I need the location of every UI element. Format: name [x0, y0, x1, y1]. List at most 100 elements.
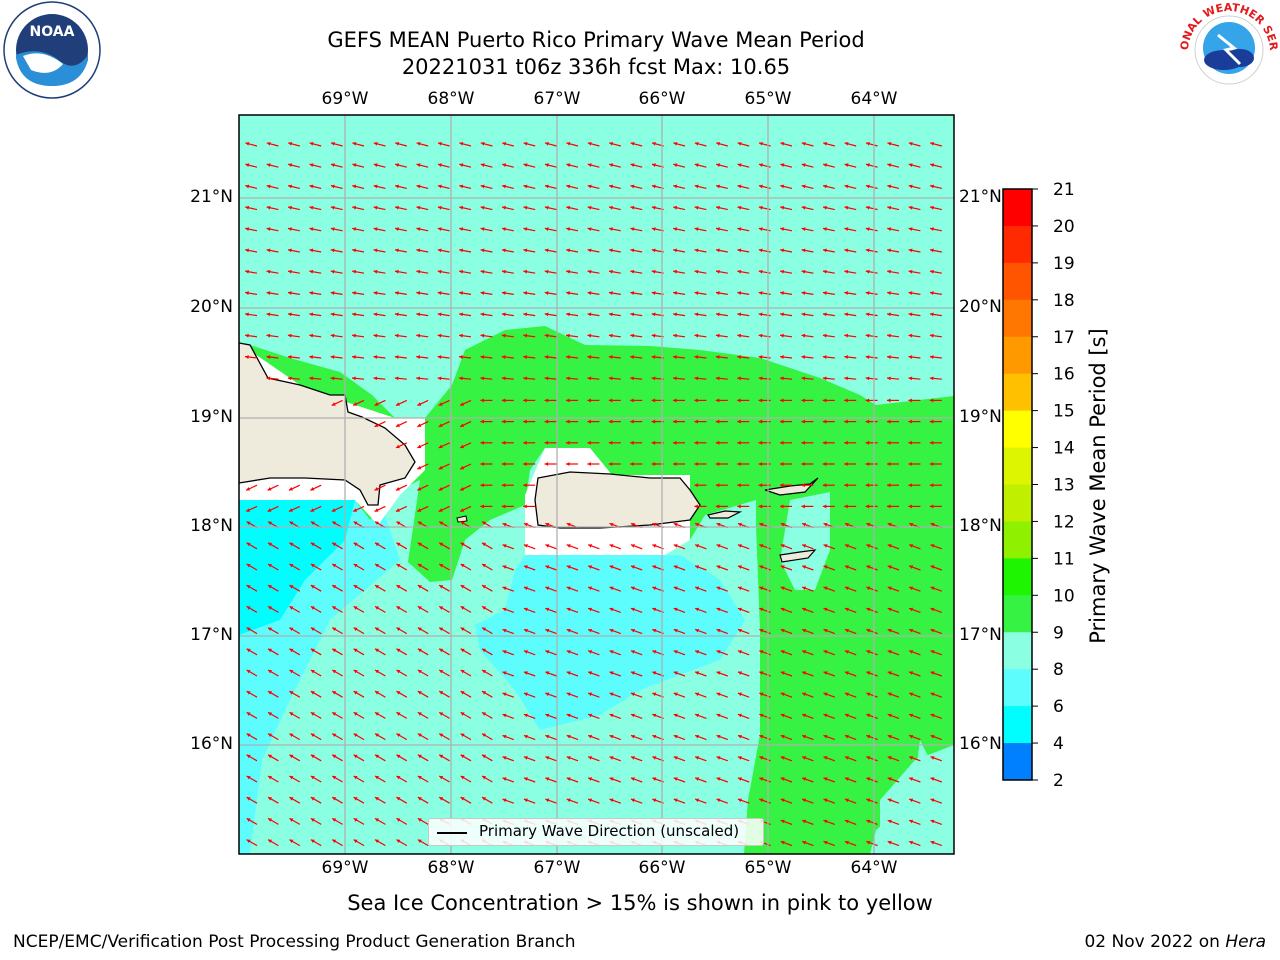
wave-arrow-head: [630, 376, 634, 381]
wave-arrow-head: [544, 440, 549, 445]
wave-arrow-head: [737, 798, 742, 803]
wave-arrow-head: [439, 754, 444, 759]
wave-arrow-head: [545, 522, 550, 527]
wave-arrow-head: [780, 819, 785, 824]
wave-direction-arrows: [245, 141, 943, 847]
wave-arrow-head: [268, 564, 273, 568]
wave-arrow-head: [417, 797, 422, 801]
wave-arrow-head: [330, 333, 335, 338]
wave-arrow-head: [246, 585, 251, 589]
wave-arrow-head: [566, 333, 570, 338]
wave-arrow-head: [630, 713, 635, 718]
wave-arrow-head: [908, 227, 913, 231]
land-puerto-rico: [534, 471, 701, 529]
wave-arrow-head: [909, 713, 914, 718]
wave-arrow-head: [501, 312, 506, 317]
lon-label-bottom: 68°W: [427, 858, 475, 878]
wave-arrow-head: [608, 291, 613, 295]
wave-arrow-head: [887, 650, 892, 654]
legend-line-swatch: [437, 832, 467, 834]
wave-arrow-head: [587, 398, 591, 403]
wave-arrow-head: [865, 333, 870, 338]
wave-arrow-head: [630, 777, 635, 781]
wave-arrow-head: [502, 586, 507, 591]
wave-arrow-head: [460, 797, 465, 801]
wave-arrow-head: [523, 607, 528, 612]
wave-arrow-head: [716, 205, 720, 210]
wave-arrow-head: [523, 163, 528, 167]
wave-arrow-head: [310, 776, 315, 780]
wave-arrow-head: [802, 586, 807, 591]
wave-arrow-head: [566, 628, 571, 633]
wave-arrow-head: [716, 671, 721, 675]
wave-arrow-head: [502, 544, 507, 548]
wave-arrow-head: [759, 544, 764, 548]
wave-arrow-head: [866, 798, 871, 803]
wave-arrow-head: [417, 542, 422, 547]
wave-arrow-head: [844, 483, 848, 488]
wave-arrow-head: [396, 776, 401, 780]
wave-arrow-head: [374, 402, 379, 406]
wave-arrow-head: [480, 269, 485, 274]
wave-arrow-head: [737, 607, 742, 612]
wave-arrow-head: [353, 606, 358, 610]
wave-arrow-head: [482, 627, 487, 632]
wave-arrow-head: [373, 376, 378, 381]
wave-arrow-head: [417, 691, 422, 695]
wave-arrow-head: [310, 691, 315, 695]
wave-arrow-head: [523, 312, 528, 317]
wave-arrow-head: [544, 184, 549, 189]
wave-arrow-head: [929, 355, 934, 359]
wave-arrow-head: [630, 650, 635, 654]
wave-arrow-head: [373, 333, 378, 338]
wave-arrow-head: [502, 248, 506, 253]
wave-arrow-head: [844, 504, 848, 509]
wave-arrow-head: [715, 333, 720, 338]
wave-arrow-head: [737, 628, 742, 633]
graticule: [239, 115, 954, 854]
wave-arrow-head: [245, 269, 249, 274]
wave-arrow-head: [437, 248, 442, 253]
wave-arrow-head: [737, 398, 741, 403]
wave-arrow-head: [802, 671, 807, 675]
wave-arrow-head: [673, 440, 677, 445]
wave-arrow-head: [416, 291, 421, 295]
wave-arrow-head: [566, 586, 571, 591]
wave-arrow-head: [289, 797, 294, 801]
wave-arrow-head: [802, 777, 807, 781]
wave-arrow-head: [909, 692, 914, 697]
wave-arrow-head: [716, 777, 721, 781]
colorbar-swatch: [1003, 743, 1032, 781]
wave-arrow-head: [780, 248, 785, 253]
wave-arrow-head: [587, 355, 592, 359]
wave-arrow-head: [887, 248, 892, 253]
wave-arrow-head: [395, 141, 400, 146]
wave-arrow-head: [523, 586, 528, 591]
colorbar-tick-label: 17: [1053, 328, 1075, 348]
wave-arrow-head: [802, 692, 807, 697]
wave-arrow-head: [523, 355, 527, 359]
wave-arrow-head: [908, 291, 913, 295]
wave-arrow-head: [459, 291, 463, 295]
lon-label-bottom: 67°W: [533, 858, 581, 878]
wave-arrow-head: [375, 733, 380, 738]
field-10-11-green: [250, 326, 954, 854]
wave-arrow-head: [715, 462, 720, 466]
wave-arrow-head: [673, 777, 678, 781]
wave-arrow-head: [823, 544, 828, 548]
wave-arrow-head: [523, 483, 527, 488]
wave-arrow-head: [287, 312, 292, 317]
wave-arrow-head: [266, 184, 271, 189]
wave-arrow-head: [780, 462, 784, 466]
wave-arrow-head: [545, 692, 550, 697]
colorbar-swatch: [1003, 373, 1032, 412]
wave-arrow-head: [566, 312, 570, 317]
wave-arrow-head: [375, 818, 380, 822]
wave-arrow-head: [930, 819, 935, 824]
title-line-2: 20221031 t06z 336h fcst Max: 10.65: [401, 55, 791, 79]
wave-arrow-head: [246, 691, 251, 695]
wave-arrow-head: [310, 712, 315, 716]
wave-arrow-head: [801, 398, 805, 403]
title-line-1: GEFS MEAN Puerto Rico Primary Wave Mean …: [327, 28, 865, 52]
wave-arrow-head: [396, 670, 401, 674]
